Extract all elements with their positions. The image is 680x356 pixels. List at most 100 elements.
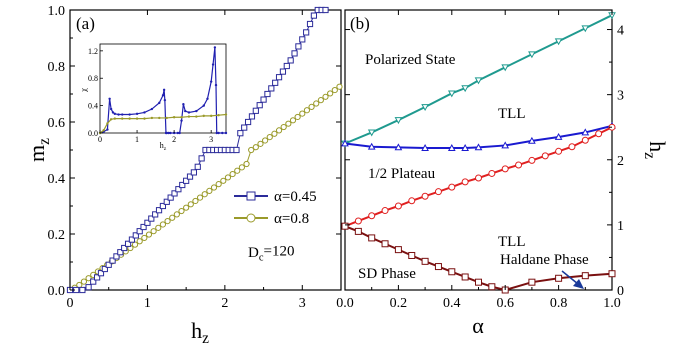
- data-point-alpha-045: [140, 223, 147, 231]
- data-point-alpha-045: [233, 146, 240, 154]
- legend-label-alpha-045: α=0.45: [274, 189, 317, 205]
- data-point-alpha-045: [159, 202, 167, 210]
- polarized-boundary-point: [501, 64, 510, 72]
- data-point-alpha-045: [248, 113, 256, 120]
- plateau-lower-boundary-point: [434, 188, 442, 196]
- inset-point-alpha-045: [202, 104, 205, 107]
- inset-point-alpha-045: [135, 112, 139, 116]
- inset-x-tick-label: 3: [209, 135, 213, 144]
- sd-boundary-point: [488, 283, 496, 291]
- sd-boundary-point: [475, 278, 482, 286]
- sd-boundary-point: [368, 234, 376, 242]
- data-point-alpha-08: [257, 140, 264, 147]
- inset-point-alpha-045: [209, 80, 213, 83]
- inset-y-tick-label: 0.8: [88, 74, 98, 83]
- inset-point-alpha-08: [195, 115, 198, 118]
- data-point-alpha-045: [194, 163, 201, 170]
- inset-point-alpha-045: [169, 131, 172, 135]
- plateau-lower-boundary-point: [568, 143, 576, 151]
- inset-point-alpha-045: [162, 88, 166, 92]
- region-label: Polarized State: [365, 52, 456, 68]
- sd-boundary-point: [421, 257, 429, 265]
- inset-y-tick-label: 0.4: [88, 102, 98, 111]
- plateau-upper-boundary-point: [367, 142, 376, 150]
- data-point-alpha-08: [327, 90, 334, 97]
- plateau-upper-boundary-point: [421, 144, 429, 151]
- polarized-boundary-point: [421, 104, 429, 112]
- data-point-alpha-08: [131, 241, 139, 248]
- x-tick-label-b: 0.4: [443, 296, 461, 311]
- data-point-alpha-045: [183, 177, 190, 184]
- sd-boundary-point: [555, 274, 563, 282]
- plateau-upper-boundary-point: [341, 139, 349, 147]
- data-point-alpha-08: [275, 127, 283, 134]
- region-label: SD Phase: [358, 266, 416, 282]
- inset-point-alpha-08: [224, 113, 228, 116]
- inset-point-alpha-045: [109, 107, 113, 111]
- inset-point-alpha-08: [102, 129, 105, 132]
- inset-point-alpha-045: [195, 109, 198, 113]
- polarized-boundary-point: [528, 51, 536, 59]
- x-tick-label-b: 0.8: [550, 296, 568, 311]
- data-point-alpha-045: [299, 36, 306, 43]
- plateau-upper-boundary-line: [344, 124, 613, 150]
- data-point-alpha-08: [155, 224, 162, 231]
- sd-boundary-point: [381, 240, 389, 248]
- inset-point-alpha-045: [143, 111, 146, 114]
- data-point-alpha-045: [90, 278, 97, 285]
- x-tick-label-a: 3: [299, 296, 306, 311]
- data-point-alpha-08: [238, 164, 245, 171]
- inset-point-alpha-045: [214, 83, 218, 87]
- inset-point-alpha-045: [113, 112, 117, 116]
- data-point-alpha-08: [196, 194, 204, 201]
- data-point-alpha-08: [317, 97, 324, 104]
- x-tick-label-a: 1: [144, 296, 151, 311]
- data-point-alpha-08: [331, 86, 338, 94]
- x-tick-label-a: 0: [67, 296, 74, 311]
- inset-y-axis-label: χ: [79, 88, 88, 93]
- data-point-alpha-08: [169, 214, 176, 221]
- sd-boundary-point: [354, 227, 362, 235]
- y-axis-label-b: hz: [641, 141, 670, 159]
- data-point-alpha-045: [144, 219, 151, 226]
- polarized-boundary-point: [554, 38, 563, 46]
- plateau-lower-boundary-point: [368, 212, 376, 220]
- data-point-alpha-045: [85, 284, 92, 291]
- data-point-alpha-045: [121, 244, 128, 252]
- data-point-alpha-045: [113, 253, 120, 260]
- data-point-alpha-045: [279, 68, 287, 75]
- inset-point-alpha-08: [158, 116, 161, 120]
- legend-marker-alpha-08: [246, 213, 256, 223]
- data-point-alpha-045: [268, 85, 275, 92]
- sd-boundary-point: [448, 268, 456, 276]
- y-tick-label-a: 0.0: [48, 284, 66, 299]
- data-point-alpha-045: [117, 249, 124, 256]
- data-point-alpha-08: [80, 278, 88, 285]
- data-point-alpha-045: [163, 198, 170, 205]
- data-point-alpha-08: [280, 123, 287, 131]
- inset-point-alpha-045: [163, 98, 167, 102]
- plateau-lower-boundary-point: [595, 130, 603, 138]
- inset-point-alpha-045: [213, 46, 217, 49]
- polarized-boundary-point: [474, 77, 483, 85]
- polarized-boundary-point: [447, 90, 456, 98]
- x-tick-label-b: 0.6: [496, 296, 514, 311]
- inset-point-alpha-045: [215, 131, 218, 135]
- data-point-alpha-08: [164, 218, 171, 225]
- polarized-boundary-line: [344, 14, 613, 145]
- data-point-alpha-045: [94, 274, 101, 281]
- data-point-alpha-045: [260, 96, 267, 103]
- inset-x-tick-label: 0: [98, 135, 102, 144]
- inset-point-alpha-08: [113, 117, 117, 120]
- data-point-alpha-08: [289, 117, 297, 124]
- inset-point-alpha-045: [165, 131, 168, 135]
- plateau-lower-boundary-point: [528, 156, 536, 164]
- inset-point-alpha-045: [108, 97, 111, 100]
- data-point-alpha-08: [224, 174, 232, 181]
- data-point-alpha-045: [136, 228, 143, 235]
- inset-point-alpha-08: [150, 116, 154, 120]
- y-axis-label-a: mz: [24, 138, 53, 162]
- y-tick-label-a: 0.8: [48, 60, 66, 75]
- plateau-upper-boundary-point: [447, 144, 456, 151]
